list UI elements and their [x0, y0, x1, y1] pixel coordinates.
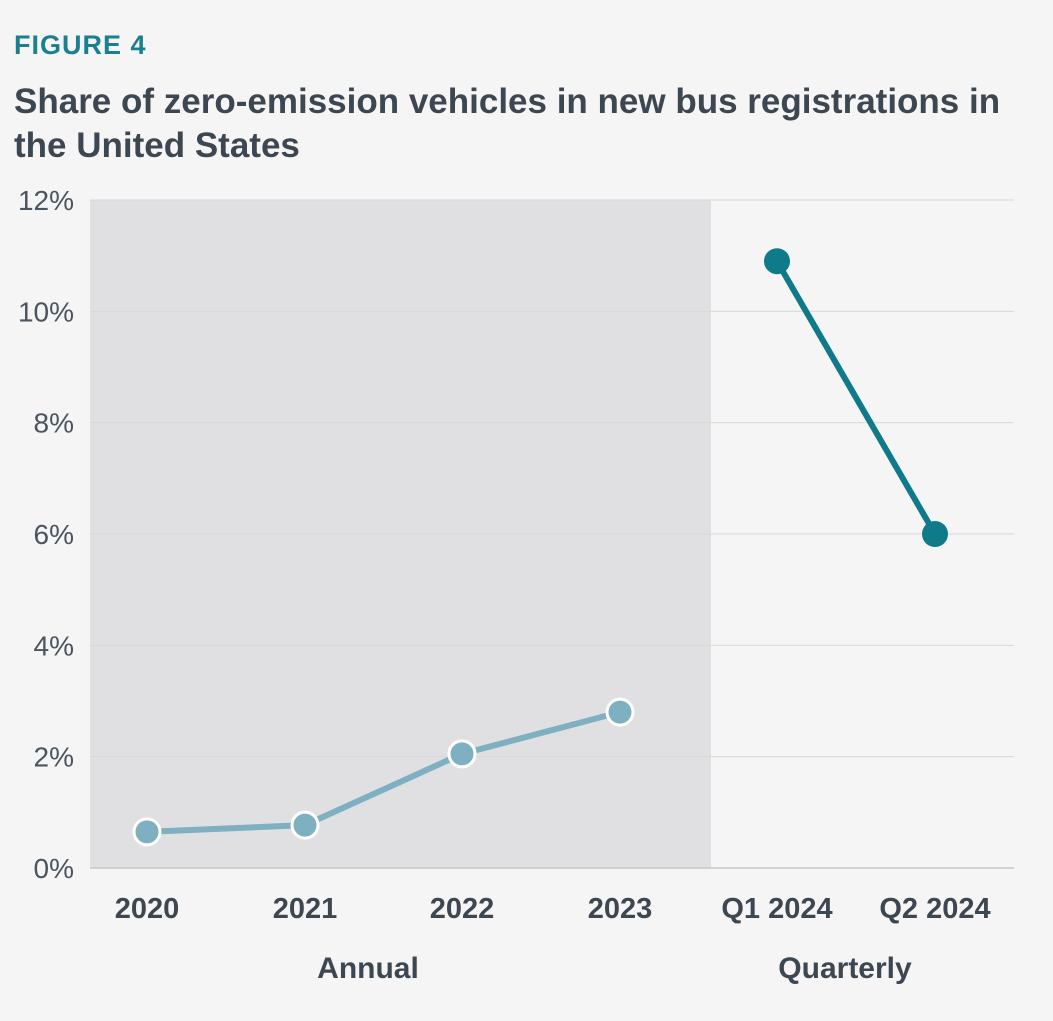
data-point	[447, 739, 477, 769]
figure-label: FIGURE 4	[14, 30, 147, 60]
group-label-annual: Annual	[317, 952, 419, 985]
y-tick-label: 8%	[34, 408, 74, 439]
series-line	[146, 709, 621, 835]
y-tick-label: 6%	[34, 519, 74, 550]
series-quarterly	[764, 248, 948, 547]
data-point	[290, 810, 320, 840]
group-label-quarterly: Quarterly	[778, 952, 912, 985]
x-tick-label: 2020	[115, 893, 180, 925]
x-tick-label: 2022	[430, 893, 495, 925]
series-line	[774, 259, 938, 536]
chart-gridlines	[90, 199, 1014, 869]
chart-series	[132, 248, 948, 847]
x-tick-label: 2021	[273, 893, 338, 925]
y-tick-label: 2%	[34, 742, 74, 773]
data-point	[922, 521, 948, 547]
y-tick-label: 10%	[18, 296, 74, 327]
x-tick-label: Q2 2024	[879, 893, 990, 925]
series-annual	[132, 697, 635, 847]
chart-title: Share of zero-emission vehicles in new b…	[14, 82, 1001, 165]
y-tick-label: 0%	[34, 853, 74, 884]
y-tick-label: 4%	[34, 630, 74, 661]
data-point	[764, 248, 790, 275]
x-tick-label: Q1 2024	[721, 893, 832, 925]
y-axis: 0% 2% 4% 6% 8% 10% 12%	[18, 185, 74, 884]
x-tick-label: 2023	[588, 893, 653, 925]
y-tick-label: 12%	[18, 185, 74, 216]
data-point	[132, 817, 162, 847]
x-axis: 2020 2021 2022 2023 Q1 2024 Q2 2024 Annual Quar…	[115, 893, 991, 985]
data-point	[605, 697, 635, 727]
